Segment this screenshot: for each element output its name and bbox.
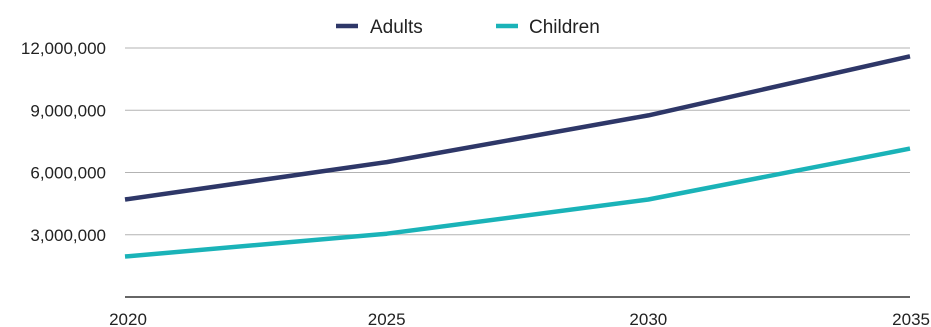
y-tick-label: 12,000,000: [21, 39, 106, 58]
x-axis: 2020 2025 2030 2035: [109, 296, 930, 327]
legend-label-adults: Adults: [370, 17, 423, 38]
gridlines: [125, 47, 910, 236]
legend-label-children: Children: [529, 17, 600, 38]
y-axis: 3,000,000 6,000,000 9,000,000 12,000,000: [21, 39, 106, 245]
series-line-adults: [124, 54, 911, 202]
series-line-children: [124, 146, 911, 259]
x-tick-label: 2020: [109, 310, 147, 327]
x-tick-label: 2035: [892, 310, 930, 327]
legend: Adults Children: [336, 17, 600, 38]
y-tick-label: 3,000,000: [30, 226, 106, 245]
x-tick-label: 2030: [629, 310, 667, 327]
x-tick-label: 2025: [368, 310, 406, 327]
series-lines: [124, 54, 911, 259]
y-tick-label: 6,000,000: [30, 164, 106, 183]
y-tick-label: 9,000,000: [30, 101, 106, 120]
